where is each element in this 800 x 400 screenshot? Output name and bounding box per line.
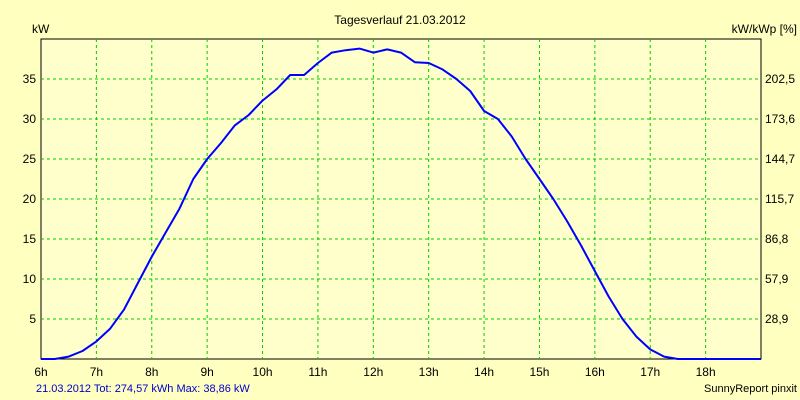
x-tick-label: 10h bbox=[253, 365, 273, 379]
y-tick-label-right: 115,7 bbox=[765, 192, 794, 206]
y-tick-label-left: 35 bbox=[23, 72, 37, 86]
y-tick-label-left: 10 bbox=[23, 272, 37, 286]
footer-summary: 21.03.2012 Tot: 274,57 kWh Max: 38,86 kW bbox=[36, 383, 250, 395]
grid bbox=[41, 39, 761, 359]
x-tick-label: 14h bbox=[474, 365, 494, 379]
y-axis-ticks-left: 5 10 15 20 25 30 35 bbox=[23, 72, 37, 326]
x-tick-label: 7h bbox=[90, 365, 103, 379]
x-tick-label: 18h bbox=[696, 365, 716, 379]
y-tick-label-right: 202,5 bbox=[765, 72, 795, 86]
x-tick-label: 8h bbox=[145, 365, 158, 379]
x-tick-label: 16h bbox=[585, 365, 605, 379]
x-tick-label: 17h bbox=[640, 365, 660, 379]
series-layer bbox=[41, 47, 761, 360]
series-line bbox=[41, 47, 761, 360]
y-tick-label-left: 15 bbox=[23, 232, 37, 246]
y-tick-label-left: 30 bbox=[23, 112, 37, 126]
y-axis-ticks-right: 28,9 57,9 86,8 115,7 144,7 173,6 202,5 bbox=[765, 72, 795, 326]
footer-credit: SunnyReport pinxit bbox=[704, 383, 797, 395]
y-tick-label-right: 173,6 bbox=[765, 112, 795, 126]
x-tick-label: 12h bbox=[363, 365, 383, 379]
y-tick-label-right: 28,9 bbox=[765, 312, 789, 326]
x-axis-ticks: 6h 7h 8h 9h 10h 11h 12h 13h 14h 15h 16h 17h 18h bbox=[34, 365, 715, 379]
y-tick-label-right: 144,7 bbox=[765, 152, 795, 166]
y-axis-label-right: kW/kWp [%] bbox=[732, 22, 797, 36]
y-axis-label-left: kW bbox=[32, 22, 50, 36]
y-tick-label-left: 20 bbox=[23, 192, 37, 206]
x-tick-label: 13h bbox=[419, 365, 439, 379]
x-tick-label: 15h bbox=[529, 365, 549, 379]
y-tick-label-left: 25 bbox=[23, 152, 37, 166]
x-tick-label: 6h bbox=[34, 365, 47, 379]
x-tick-label: 11h bbox=[308, 365, 327, 379]
y-tick-label-right: 86,8 bbox=[765, 232, 789, 246]
chart-title: Tagesverlauf 21.03.2012 bbox=[334, 13, 466, 27]
y-tick-label-left: 5 bbox=[29, 312, 36, 326]
x-tick-label: 9h bbox=[200, 365, 213, 379]
y-tick-label-right: 57,9 bbox=[765, 272, 789, 286]
